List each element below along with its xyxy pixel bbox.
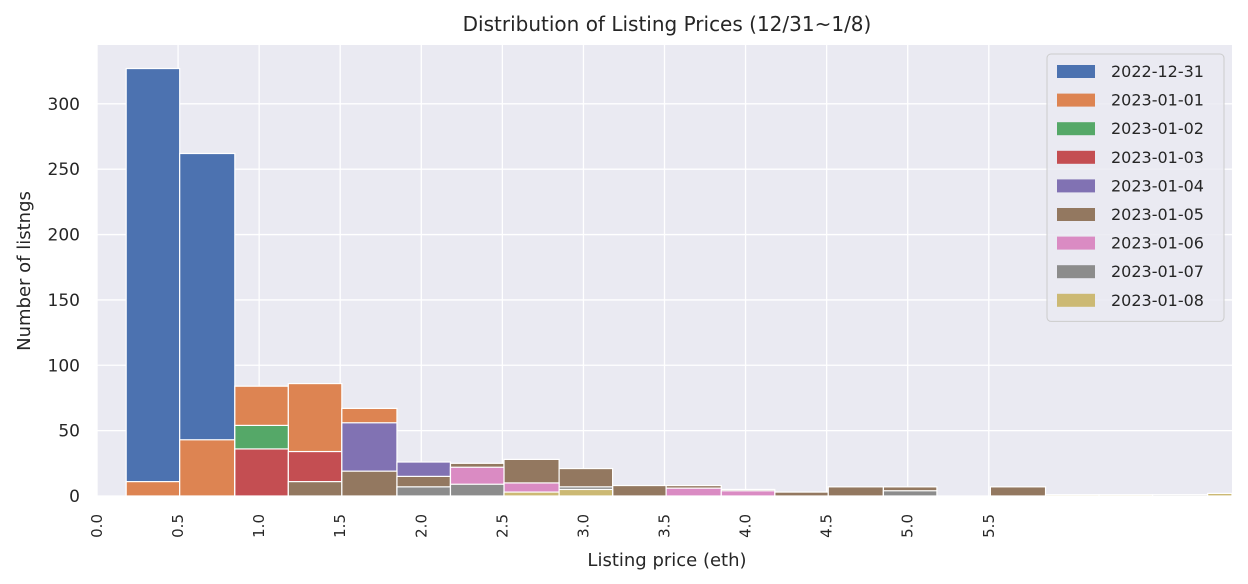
x-tick-label: 5.5 [980, 514, 998, 538]
x-tick-label: 0.0 [88, 514, 106, 538]
legend-label: 2023-01-06 [1111, 234, 1204, 253]
legend-swatch [1057, 208, 1095, 221]
bars [125, 67, 1233, 497]
chart-title: Distribution of Listing Prices (12/31~1/… [463, 12, 872, 36]
histogram-bar [558, 488, 614, 497]
x-axis-label: Listing price (eth) [587, 550, 746, 571]
y-tick-label: 50 [58, 422, 80, 442]
series-2023-01-08 [503, 488, 1233, 497]
x-tick-label: 2.5 [493, 514, 511, 538]
legend-swatch [1057, 236, 1095, 250]
histogram-bar [396, 486, 452, 497]
legend-swatch [1057, 179, 1095, 193]
legend-label: 2023-01-07 [1111, 262, 1204, 281]
legend-swatch [1057, 122, 1095, 136]
x-tick-label: 2.0 [412, 514, 430, 538]
histogram-bar [125, 67, 181, 497]
legend-label: 2023-01-04 [1111, 176, 1204, 195]
histogram-bar [125, 481, 181, 497]
histogram-bar [1098, 494, 1154, 497]
histogram-bar [179, 439, 236, 497]
histogram-bar [720, 490, 776, 497]
series-2022-12-31 [125, 67, 236, 497]
legend-swatch [1057, 93, 1095, 107]
legend-box [1046, 53, 1225, 322]
x-tick-label: 4.0 [737, 514, 755, 538]
histogram-bar [1151, 494, 1209, 497]
histogram-bar [234, 448, 289, 497]
legend-label: 2023-01-08 [1111, 291, 1204, 310]
x-tick-label: 3.0 [574, 514, 592, 538]
legend-swatch [1057, 65, 1095, 78]
y-tick-label: 0 [69, 487, 80, 507]
legend-label: 2022-12-31 [1111, 62, 1204, 81]
legend-label: 2023-01-05 [1111, 205, 1204, 224]
legend-label: 2023-01-02 [1111, 119, 1204, 138]
histogram-bar [882, 490, 938, 497]
legend-swatch [1057, 265, 1095, 279]
x-tick-label: 0.5 [169, 514, 187, 538]
histogram-bar [449, 483, 505, 497]
x-axis-ticks: 0.0 0.5 1.0 1.5 2.0 2.5 3.0 3.5 4.0 4.5 5.0 5.5 [88, 514, 998, 538]
x-tick-label: 4.5 [818, 514, 836, 538]
histogram-bar [612, 484, 667, 497]
histogram-bar [503, 491, 560, 497]
histogram-bar [341, 470, 398, 497]
y-tick-label: 300 [48, 95, 80, 115]
histogram-bar [665, 487, 722, 497]
histogram-bar [1207, 492, 1233, 497]
y-tick-label: 100 [48, 356, 80, 376]
y-tick-label: 150 [48, 291, 80, 311]
histogram-bar [774, 491, 829, 497]
legend-swatch [1057, 150, 1095, 164]
y-tick-label: 250 [48, 160, 80, 180]
histogram-bar [827, 486, 884, 497]
y-tick-label: 200 [48, 226, 80, 246]
legend: 2022-12-31 2023-01-01 2023-01-02 2023-01-03… [1046, 53, 1225, 322]
legend-swatch [1057, 293, 1095, 307]
legend-label: 2023-01-01 [1111, 91, 1204, 110]
x-tick-label: 5.0 [899, 514, 917, 538]
histogram-bar [989, 486, 1047, 497]
x-tick-label: 3.5 [656, 514, 674, 538]
x-tick-label: 1.0 [250, 514, 268, 538]
histogram-bar [287, 481, 343, 497]
y-axis-ticks: 0 50 100 150 200 250 300 [48, 95, 80, 507]
legend-label: 2023-01-03 [1111, 148, 1204, 167]
histogram-bar [1044, 494, 1100, 497]
x-tick-label: 1.5 [331, 514, 349, 538]
y-axis-label: Number of listngs [14, 191, 35, 351]
